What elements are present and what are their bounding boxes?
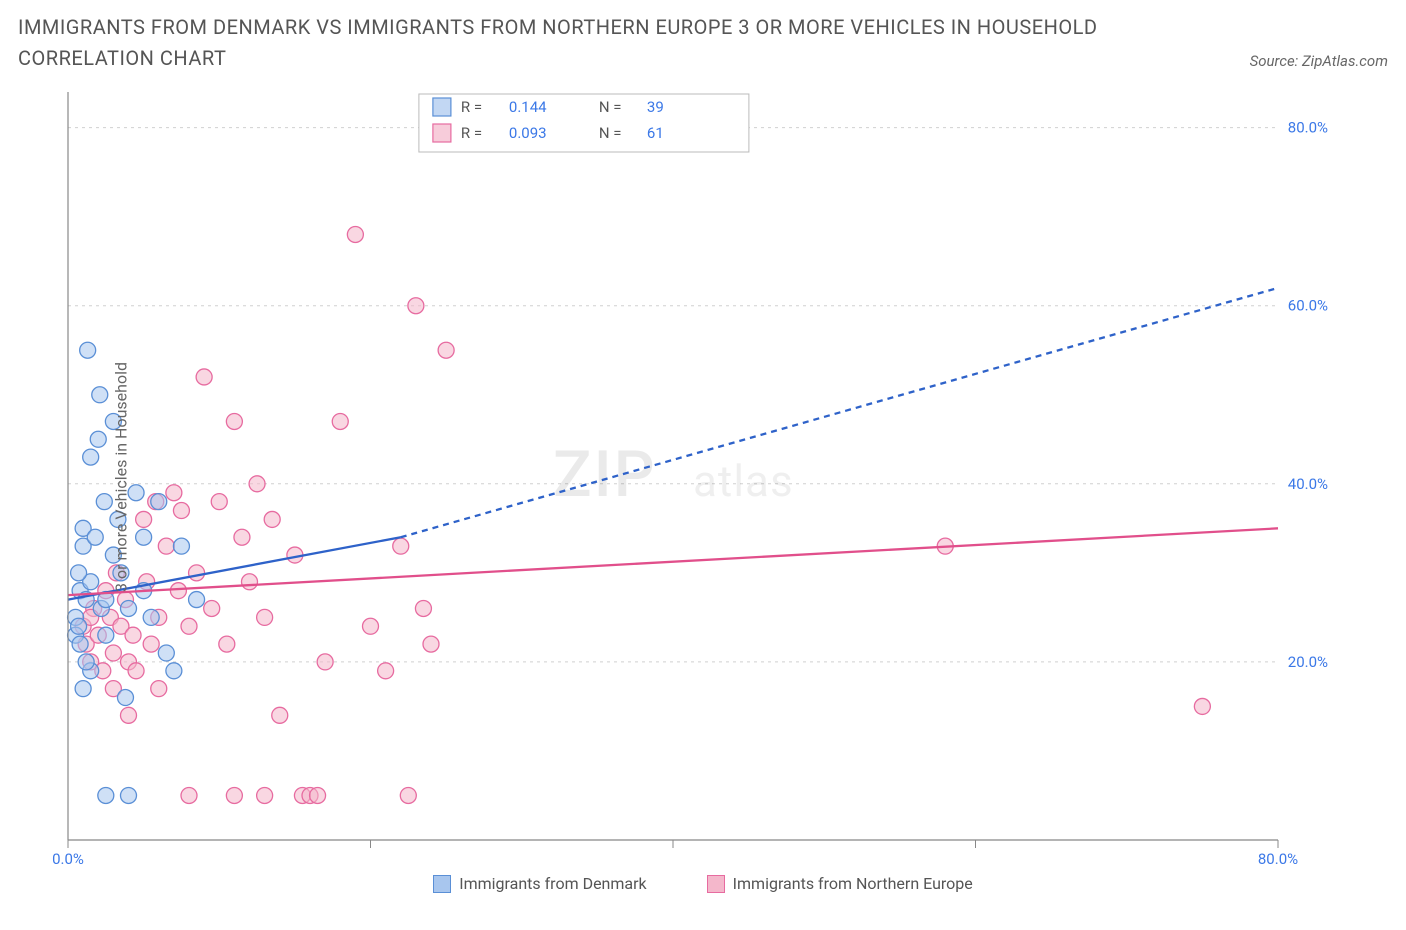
legend-stat: N = <box>599 98 622 116</box>
scatter-point <box>78 654 94 670</box>
legend-stat: 0.093 <box>509 124 547 142</box>
scatter-point <box>310 787 326 803</box>
scatter-point <box>226 413 242 429</box>
scatter-point <box>211 494 227 510</box>
scatter-chart: 20.0% 40.0% 60.0% 80.0% ZIP atlas 0.0% 80.0% R =… <box>18 82 1338 872</box>
scatter-point <box>204 600 220 616</box>
legend-stat: 0.144 <box>509 98 547 116</box>
scatter-point <box>173 538 189 554</box>
legend-stat: 61 <box>647 124 664 142</box>
scatter-point <box>173 503 189 519</box>
scatter-point <box>105 645 121 661</box>
legend-stat: R = <box>461 124 482 142</box>
bottom-legend-item: Immigrants from Northern Europe <box>707 874 973 893</box>
scatter-point <box>170 583 186 599</box>
bottom-legend: Immigrants from Denmark Immigrants from N… <box>18 874 1388 893</box>
scatter-point <box>242 574 258 590</box>
scatter-point <box>189 592 205 608</box>
scatter-point <box>272 707 288 723</box>
scatter-point <box>363 618 379 634</box>
scatter-point <box>408 298 424 314</box>
scatter-point <box>71 565 87 581</box>
scatter-point <box>423 636 439 652</box>
scatter-point <box>151 681 167 697</box>
legend-stat: R = <box>461 98 482 116</box>
scatter-point <box>234 529 250 545</box>
legend-swatch <box>433 98 451 116</box>
scatter-point <box>347 226 363 242</box>
scatter-point <box>438 342 454 358</box>
scatter-point <box>98 627 114 643</box>
scatter-point <box>71 618 87 634</box>
chart-title: IMMIGRANTS FROM DENMARK VS IMMIGRANTS FR… <box>18 12 1138 74</box>
scatter-point <box>90 431 106 447</box>
legend-swatch <box>707 875 725 893</box>
legend-stat: N = <box>599 124 622 142</box>
scatter-point <box>264 511 280 527</box>
scatter-point <box>415 600 431 616</box>
y-tick-label: 60.0% <box>1288 297 1328 315</box>
scatter-point <box>189 565 205 581</box>
legend-swatch <box>433 875 451 893</box>
scatter-point <box>158 645 174 661</box>
y-tick-label: 20.0% <box>1288 653 1328 671</box>
scatter-point <box>117 690 133 706</box>
scatter-point <box>136 511 152 527</box>
scatter-point <box>143 636 159 652</box>
y-tick-label: 40.0% <box>1288 475 1328 493</box>
scatter-point <box>249 476 265 492</box>
scatter-point <box>80 342 96 358</box>
scatter-point <box>136 529 152 545</box>
scatter-point <box>72 636 88 652</box>
scatter-point <box>158 538 174 554</box>
scatter-point <box>98 787 114 803</box>
scatter-point <box>332 413 348 429</box>
svg-text:ZIP: ZIP <box>553 437 657 512</box>
chart-header: IMMIGRANTS FROM DENMARK VS IMMIGRANTS FR… <box>18 12 1388 74</box>
scatter-point <box>317 654 333 670</box>
scatter-point <box>196 369 212 385</box>
svg-text:atlas: atlas <box>693 455 794 507</box>
legend-stat: 39 <box>647 98 664 116</box>
scatter-point <box>83 449 99 465</box>
legend-label: Immigrants from Denmark <box>459 874 646 893</box>
scatter-point <box>121 787 137 803</box>
scatter-point <box>219 636 235 652</box>
scatter-point <box>257 787 273 803</box>
y-axis-label: 3 or more Vehicles in Household <box>112 362 131 592</box>
chart-container: 3 or more Vehicles in Household 20.0% 40.… <box>18 82 1388 872</box>
scatter-point <box>87 529 103 545</box>
scatter-point <box>257 609 273 625</box>
x-tick-label: 0.0% <box>52 850 84 868</box>
scatter-point <box>181 787 197 803</box>
scatter-point <box>75 681 91 697</box>
scatter-point <box>166 663 182 679</box>
scatter-point <box>121 707 137 723</box>
scatter-point <box>393 538 409 554</box>
scatter-point <box>226 787 242 803</box>
scatter-point <box>378 663 394 679</box>
scatter-point <box>92 387 108 403</box>
x-tick-label: 80.0% <box>1258 850 1298 868</box>
legend-label: Immigrants from Northern Europe <box>733 874 973 893</box>
scatter-point <box>400 787 416 803</box>
source-label: Source: ZipAtlas.com <box>1250 52 1388 74</box>
scatter-point <box>143 609 159 625</box>
y-tick-label: 80.0% <box>1288 119 1328 137</box>
scatter-point <box>96 494 112 510</box>
legend-swatch <box>433 124 451 142</box>
scatter-point <box>181 618 197 634</box>
scatter-point <box>121 600 137 616</box>
scatter-point <box>1194 698 1210 714</box>
bottom-legend-item: Immigrants from Denmark <box>433 874 646 893</box>
scatter-point <box>125 627 141 643</box>
trend-line-dashed <box>401 288 1278 537</box>
scatter-point <box>151 494 167 510</box>
scatter-point <box>128 663 144 679</box>
scatter-point <box>166 485 182 501</box>
